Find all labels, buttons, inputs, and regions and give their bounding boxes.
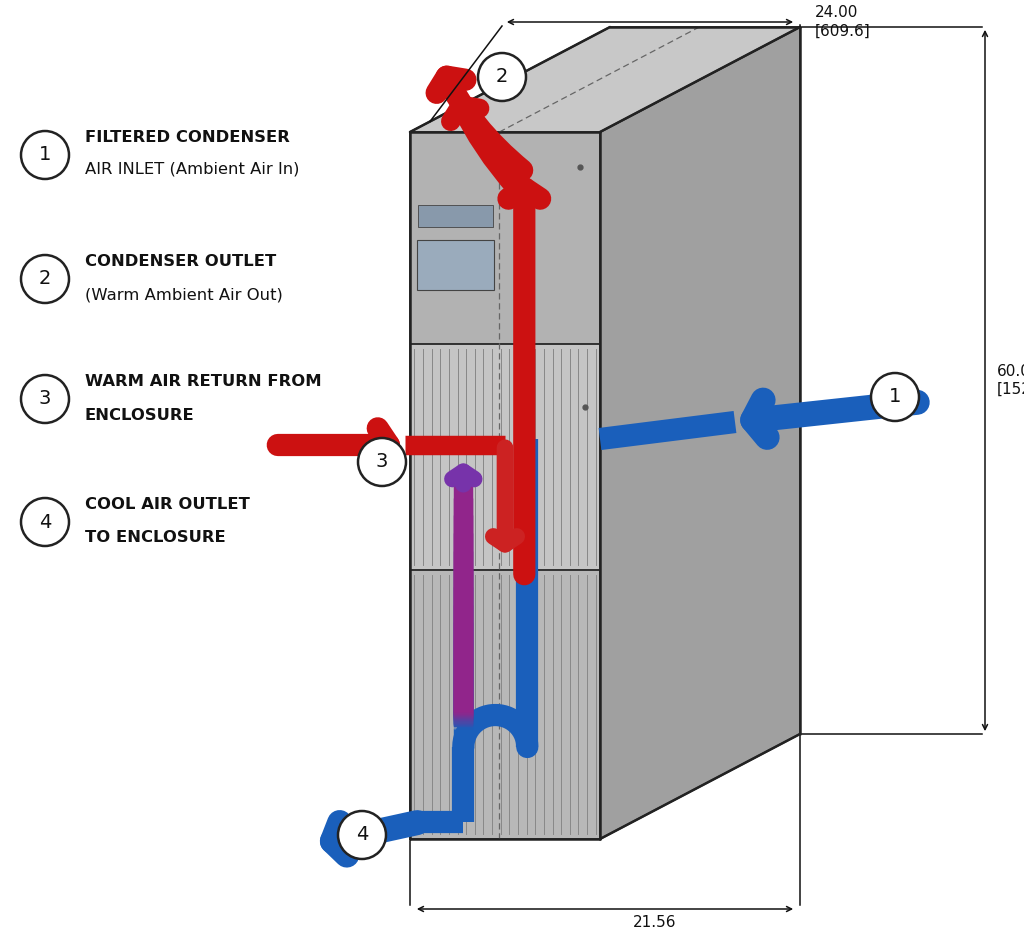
Text: 21.56
[547.6]: 21.56 [547.6]: [628, 915, 683, 927]
Text: CONDENSER OUTLET: CONDENSER OUTLET: [85, 255, 276, 270]
Circle shape: [338, 811, 386, 859]
Polygon shape: [410, 344, 600, 570]
Polygon shape: [410, 132, 600, 344]
Polygon shape: [410, 27, 800, 132]
Text: WARM AIR RETURN FROM: WARM AIR RETURN FROM: [85, 375, 322, 389]
Text: 1: 1: [889, 387, 901, 407]
Text: 3: 3: [39, 389, 51, 409]
Bar: [418, 205, 493, 227]
Polygon shape: [410, 132, 600, 839]
Text: 60.00
[1525.0]: 60.00 [1525.0]: [997, 364, 1024, 397]
Polygon shape: [410, 570, 600, 839]
Text: 4: 4: [39, 513, 51, 531]
Text: AIR INLET (Ambient Air In): AIR INLET (Ambient Air In): [85, 161, 299, 176]
Polygon shape: [600, 27, 800, 839]
Text: TO ENCLOSURE: TO ENCLOSURE: [85, 530, 225, 545]
FancyBboxPatch shape: [417, 240, 494, 290]
Text: 2: 2: [496, 68, 508, 86]
Text: 4: 4: [355, 826, 369, 844]
Circle shape: [358, 438, 406, 486]
Circle shape: [22, 131, 69, 179]
Circle shape: [22, 375, 69, 423]
Text: 3: 3: [376, 452, 388, 472]
Circle shape: [22, 498, 69, 546]
Text: 2: 2: [39, 270, 51, 288]
Text: (Warm Ambient Air Out): (Warm Ambient Air Out): [85, 287, 283, 302]
Circle shape: [871, 373, 919, 421]
Text: 24.00
[609.6]: 24.00 [609.6]: [815, 6, 870, 39]
Circle shape: [478, 53, 526, 101]
Circle shape: [22, 255, 69, 303]
Text: FILTERED CONDENSER: FILTERED CONDENSER: [85, 130, 290, 145]
Text: ENCLOSURE: ENCLOSURE: [85, 408, 195, 423]
Text: 1: 1: [39, 146, 51, 164]
Text: COOL AIR OUTLET: COOL AIR OUTLET: [85, 498, 250, 513]
